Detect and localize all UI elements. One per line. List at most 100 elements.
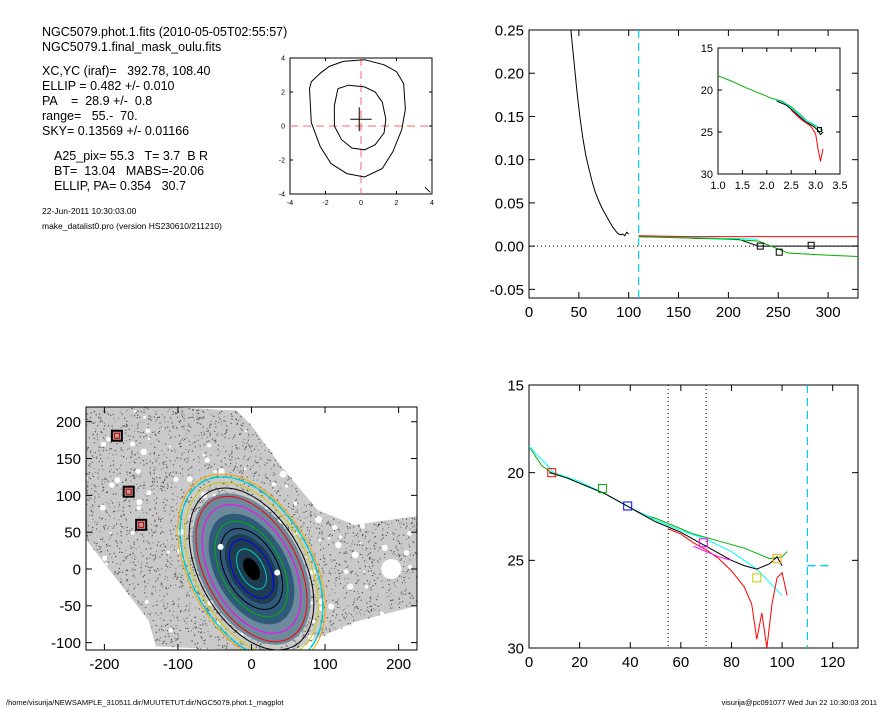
noise-pixel [120,581,123,583]
noise-pixel [231,456,233,458]
noise-pixel [378,613,380,616]
noise-pixel [192,413,194,416]
y-tick-label: 20 [507,465,524,482]
noise-pixel [96,456,98,458]
noise-pixel [181,426,184,428]
noise-pixel [139,416,141,418]
noise-pixel [179,457,181,459]
noise-pixel [181,582,184,585]
noise-pixel [199,445,201,447]
noise-pixel [135,440,137,442]
noise-pixel [143,574,146,576]
noise-pixel [198,592,200,594]
noise-pixel [162,480,164,483]
noise-pixel [153,524,155,526]
noise-pixel [153,469,155,471]
noise-pixel [318,563,320,566]
noise-pixel [89,497,91,499]
noise-pixel [180,581,182,584]
noise-pixel [91,455,94,457]
noise-pixel [138,456,140,459]
noise-pixel [236,485,238,487]
noise-pixel [188,449,190,451]
masked-spot [173,476,179,482]
noise-pixel [158,569,160,571]
noise-pixel [95,457,98,459]
noise-pixel [162,461,164,464]
noise-pixel [169,460,171,462]
noise-pixel [333,627,335,629]
noise-pixel [131,570,133,572]
noise-pixel [415,600,417,602]
noise-pixel [209,466,212,469]
noise-pixel [149,418,151,420]
noise-pixel [119,540,121,542]
noise-pixel [121,494,123,496]
noise-pixel [153,487,155,490]
noise-pixel [146,557,148,559]
noise-pixel [183,547,186,549]
noise-pixel [178,560,180,562]
noise-pixel [347,532,349,534]
noise-pixel [199,477,202,479]
noise-pixel [335,628,337,631]
noise-pixel [260,643,262,645]
noise-pixel [314,555,316,557]
noise-pixel [131,424,133,427]
noise-pixel [165,587,167,589]
noise-pixel [194,445,196,447]
noise-pixel [194,510,196,512]
noise-pixel [96,436,99,438]
noise-pixel [338,564,341,566]
noise-pixel [327,521,329,523]
noise-pixel [403,534,405,536]
data-marker [775,248,783,256]
noise-pixel [346,582,348,584]
noise-pixel [230,462,232,465]
noise-pixel [401,547,403,549]
noise-pixel [378,609,380,611]
noise-pixel [214,430,216,433]
masked-spot [243,467,247,471]
noise-pixel [131,451,133,453]
noise-pixel [352,615,354,618]
noise-pixel [201,437,203,439]
noise-pixel [146,562,148,564]
isophote-ellipse [188,487,315,650]
noise-pixel [114,506,116,508]
noise-pixel [172,464,174,466]
noise-pixel [170,625,173,627]
noise-pixel [134,576,136,578]
noise-pixel [166,554,168,556]
noise-pixel [347,528,349,530]
x-tick-label: 60 [673,654,690,671]
noise-pixel [186,595,188,597]
noise-pixel [106,412,108,414]
noise-pixel [134,569,136,571]
noise-pixel [274,480,276,483]
noise-pixel [335,600,338,603]
noise-pixel [263,643,265,645]
noise-pixel [224,433,226,435]
noise-pixel [380,604,382,606]
noise-pixel [92,518,94,521]
noise-pixel [344,533,347,535]
noise-pixel [396,555,398,557]
noise-pixel [150,485,152,487]
noise-pixel [109,471,111,473]
noise-pixel [378,561,380,563]
noise-pixel [155,624,157,627]
noise-pixel [176,416,179,418]
noise-pixel [251,445,253,447]
noise-pixel [111,428,113,430]
noise-pixel [228,465,231,468]
plot-area [529,385,833,648]
noise-pixel [264,449,266,451]
noise-pixel [156,418,158,421]
noise-pixel [166,466,169,468]
masked-spot [338,535,343,539]
noise-pixel [280,646,283,649]
noise-pixel [106,449,108,451]
series-line [549,472,783,570]
noise-pixel [403,561,406,563]
